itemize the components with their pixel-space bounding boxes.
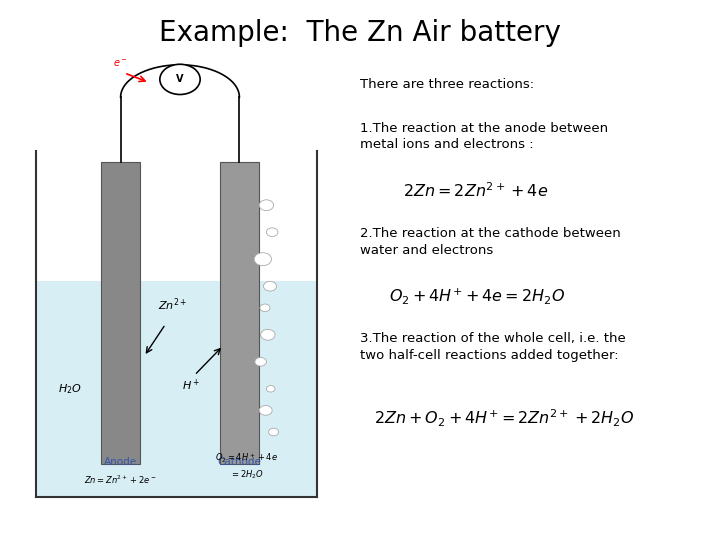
Circle shape — [266, 386, 275, 392]
Text: $2Zn = 2Zn^{2+} + 4e$: $2Zn = 2Zn^{2+} + 4e$ — [403, 181, 549, 200]
Circle shape — [160, 64, 200, 94]
Circle shape — [259, 406, 272, 415]
Circle shape — [266, 228, 278, 237]
Text: $H^+$: $H^+$ — [181, 378, 200, 393]
Text: 3.The reaction of the whole cell, i.e. the
two half-cell reactions added togethe: 3.The reaction of the whole cell, i.e. t… — [360, 332, 626, 362]
Bar — [101, 162, 140, 464]
Circle shape — [260, 304, 270, 312]
Text: $2Zn + O_2 + 4H^{+} = 2Zn^{2+} + 2H_2O$: $2Zn + O_2 + 4H^{+} = 2Zn^{2+} + 2H_2O$ — [374, 408, 635, 429]
Text: There are three reactions:: There are three reactions: — [360, 78, 534, 91]
Circle shape — [255, 357, 266, 366]
Text: $Zn = Zn^{2+}+2e^-$: $Zn = Zn^{2+}+2e^-$ — [84, 474, 157, 486]
Text: $O_2 = 4H^++4e$
$= 2H_2O$: $O_2 = 4H^++4e$ $= 2H_2O$ — [215, 452, 278, 481]
Text: 1.The reaction at the anode between
metal ions and electrons :: 1.The reaction at the anode between meta… — [360, 122, 608, 152]
Bar — [220, 162, 259, 464]
Circle shape — [259, 200, 274, 211]
Text: Anode: Anode — [104, 457, 138, 467]
Text: V: V — [176, 75, 184, 84]
Text: $H_2O$: $H_2O$ — [58, 382, 81, 396]
Text: Cathode: Cathode — [217, 457, 261, 467]
Bar — [36, 281, 317, 497]
Text: $e^-$: $e^-$ — [113, 58, 128, 69]
Circle shape — [269, 428, 279, 436]
Circle shape — [264, 281, 276, 291]
Text: $O_2 + 4H^{+} + 4e = 2H_2O$: $O_2 + 4H^{+} + 4e = 2H_2O$ — [389, 286, 565, 306]
Text: 2.The reaction at the cathode between
water and electrons: 2.The reaction at the cathode between wa… — [360, 227, 621, 257]
Text: $Zn^{2+}$: $Zn^{2+}$ — [158, 296, 188, 313]
Circle shape — [261, 329, 275, 340]
Text: Example:  The Zn Air battery: Example: The Zn Air battery — [159, 19, 561, 47]
Circle shape — [254, 253, 271, 266]
